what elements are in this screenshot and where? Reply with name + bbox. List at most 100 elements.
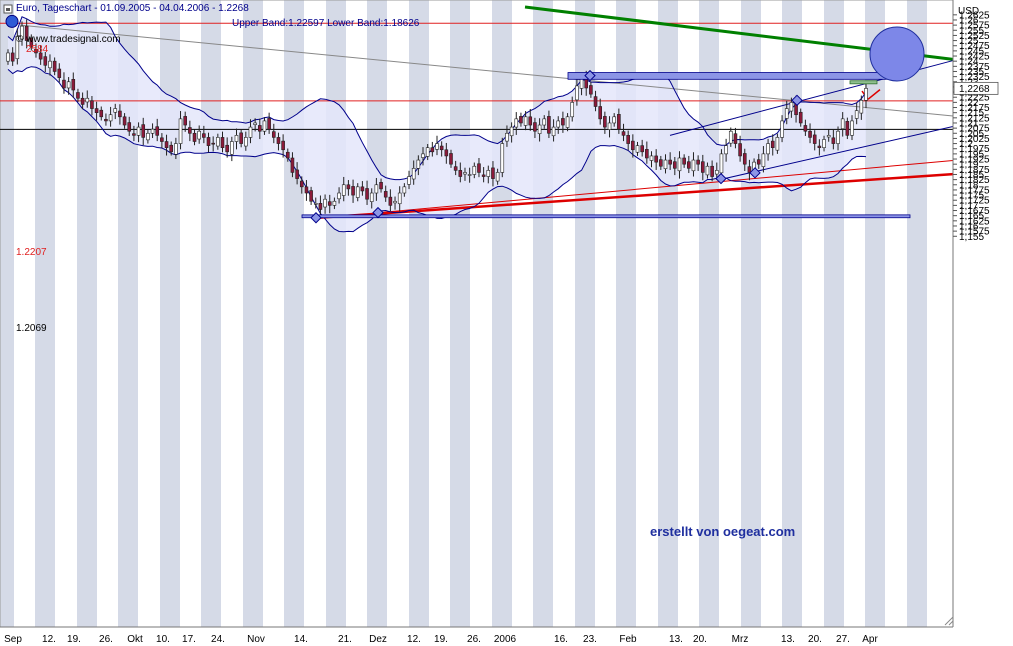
x-tick-label: Apr [862,634,878,645]
candle-body [826,135,831,138]
high-marker [5,14,19,28]
candle-body [262,120,267,132]
candle-body [94,108,99,113]
candle-body [132,133,136,136]
y-tick-label: 1,1925 [959,155,990,166]
candlesticks [6,19,868,216]
x-tick-label: Feb [619,634,637,645]
x-tick-label: Okt [127,634,143,645]
candle-body [444,149,449,157]
candle-body [299,180,304,188]
candle-body [76,92,80,99]
stripe [243,0,263,627]
candle-body [491,167,495,179]
candle-body [34,48,38,54]
candle-body [533,122,537,132]
y-tick-label: 1,1625 [959,216,990,227]
x-tick-label: Dez [369,634,387,645]
candle-body [789,102,794,112]
candle-body [551,126,556,137]
x-tick-label: 23. [583,634,597,645]
candle-body [850,120,854,136]
candle-body [178,118,183,144]
y-tick-label: 1,2175 [959,103,990,114]
candle-body [537,124,542,134]
candle-body [206,137,211,146]
hline-label-2584: 2584 [26,44,49,55]
last-price-box [953,81,999,95]
candle-body [253,122,257,125]
candle-body [481,174,486,177]
candle-body [383,191,388,198]
candle-body [304,186,309,194]
stripe [616,0,636,627]
candle-body [365,188,369,200]
candle-body [150,128,155,134]
y-tick-label: 1,2075 [959,124,990,135]
candle-body [621,131,626,136]
y-tick-label: 1,195 [959,149,984,160]
candle-body [631,140,635,151]
candle-body [435,143,439,150]
price-tag-box [849,80,878,85]
y-tick-label: 1,155 [959,232,984,243]
candle-body [183,116,187,126]
x-tick-label: 17. [182,634,196,645]
candle-body [388,196,393,206]
x-tick-label: 12. [407,634,421,645]
candle-body [463,172,467,175]
candle-body [523,116,528,126]
candle-body [859,100,864,114]
y-tick-label: 1,26 [959,15,979,26]
candle-body [309,190,313,202]
candle-body [258,125,262,132]
y-tick-label: 1,175 [959,191,984,202]
stripe [0,0,14,627]
candle-body [780,120,784,138]
y-tick-label: 1,1775 [959,185,990,196]
red-tick-mark-a [867,89,881,100]
y-tick-label: 1,245 [959,46,984,57]
candle-body [770,140,775,148]
candle-body [719,153,724,174]
candle-body [430,147,435,153]
pivot-marker-low-dez [372,206,384,219]
candle-body [607,122,612,130]
candle-body [687,161,691,169]
y-tick-label: 1,1675 [959,206,990,217]
candle-body [542,118,547,126]
stripe [160,0,180,627]
y-tick-label: 1,1825 [959,175,990,186]
x-tick-label: 27. [836,634,850,645]
candle-body [458,170,463,177]
candle-body [127,122,132,132]
candle-body [374,184,379,194]
candle-body [337,192,341,200]
y-tick-label: 1,205 [959,129,984,140]
candle-body [230,141,234,155]
candle-body [714,170,719,175]
y-tick-label: 1,2425 [959,52,990,63]
candle-body [108,114,113,122]
candle-body [775,137,780,151]
candle-body [234,135,239,142]
stripe [77,0,97,627]
candle-body [733,133,738,144]
candle-body [425,147,430,157]
candle-body [52,60,57,72]
y-tick-label: 1,21 [959,118,979,129]
candle-body [738,143,742,157]
x-tick-label: 16. [554,634,568,645]
candle-body [6,52,10,62]
stripe [118,0,138,627]
x-tick-label: 13. [669,634,683,645]
y-tick-label: 1,2475 [959,41,990,52]
candle-body [696,159,700,165]
candle-body [281,140,285,151]
candle-body [798,111,803,124]
hline-label-12207: 1.2207 [16,247,47,258]
candle-body [700,161,705,173]
y-tick-label: 1,165 [959,211,984,222]
candle-body [845,121,850,136]
